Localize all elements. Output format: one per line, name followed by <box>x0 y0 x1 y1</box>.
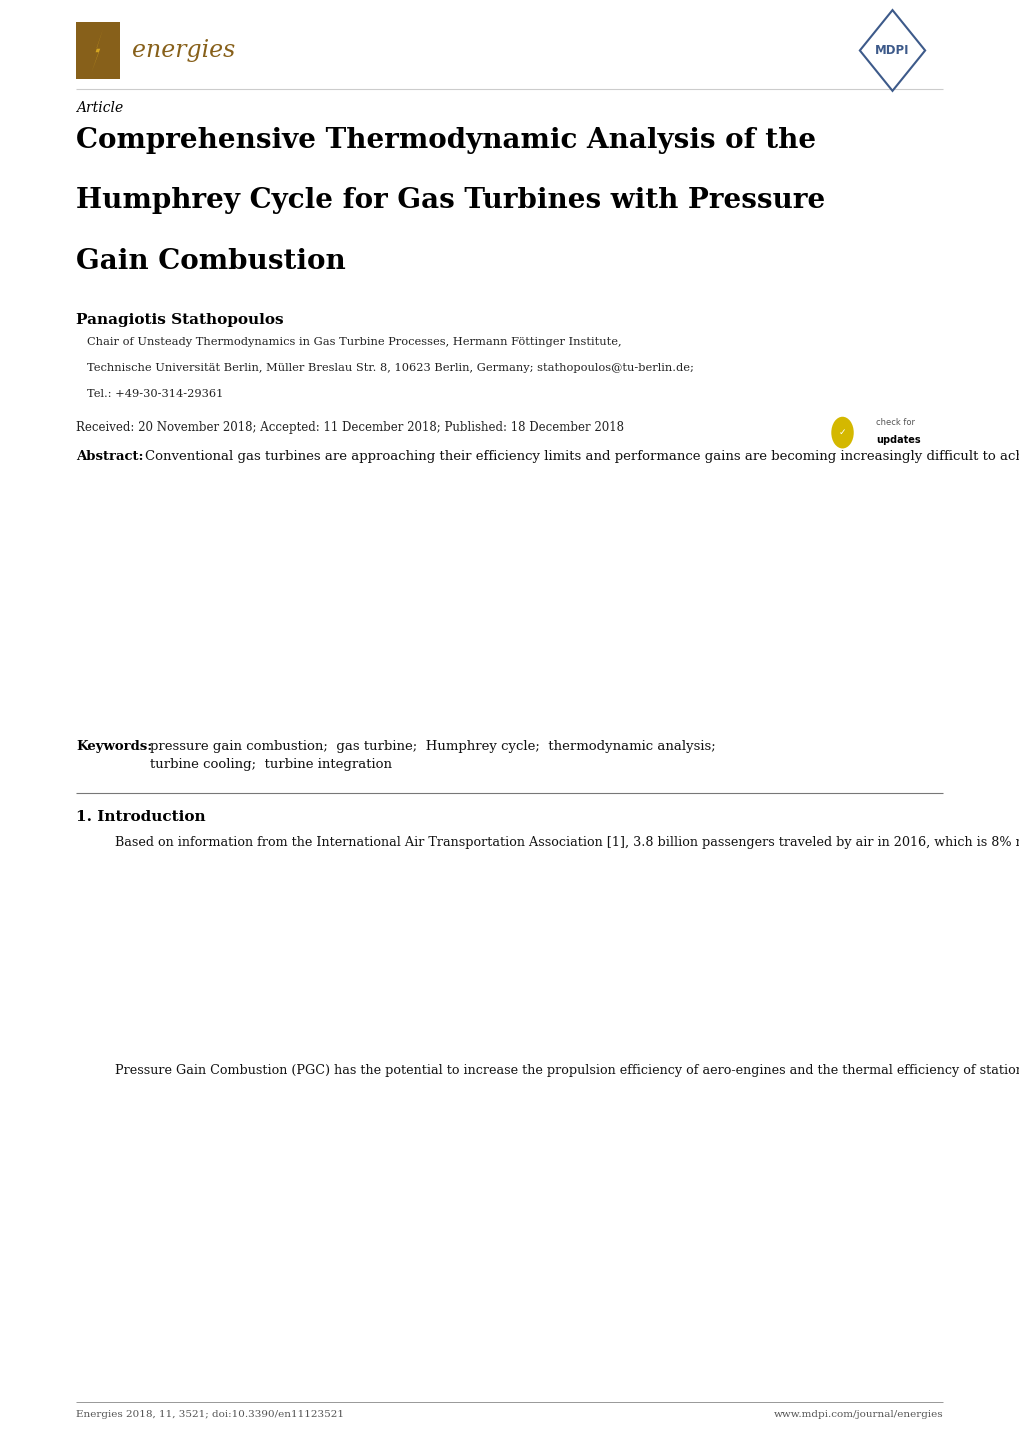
Text: Abstract:: Abstract: <box>76 450 144 463</box>
Text: Chair of Unsteady Thermodynamics in Gas Turbine Processes, Hermann Föttinger Ins: Chair of Unsteady Thermodynamics in Gas … <box>87 337 621 348</box>
Text: check for: check for <box>875 418 914 427</box>
Text: ✓: ✓ <box>838 428 846 437</box>
Polygon shape <box>92 29 103 72</box>
Text: Article: Article <box>76 101 123 115</box>
Text: Keywords:: Keywords: <box>76 740 153 753</box>
Text: Energies 2018, 11, 3521; doi:10.3390/en11123521: Energies 2018, 11, 3521; doi:10.3390/en1… <box>76 1410 344 1419</box>
Text: pressure gain combustion;  gas turbine;  Humphrey cycle;  thermodynamic analysis: pressure gain combustion; gas turbine; H… <box>150 740 715 770</box>
Text: MDPI: MDPI <box>874 43 909 58</box>
Text: Comprehensive Thermodynamic Analysis of the: Comprehensive Thermodynamic Analysis of … <box>76 127 816 154</box>
Text: 1. Introduction: 1. Introduction <box>76 810 206 825</box>
Text: Received: 20 November 2018; Accepted: 11 December 2018; Published: 18 December 2: Received: 20 November 2018; Accepted: 11… <box>76 421 624 434</box>
Text: Based on information from the International Air Transportation Association [1], : Based on information from the Internatio… <box>115 836 1019 849</box>
Bar <box>76 22 119 79</box>
Text: Humphrey Cycle for Gas Turbines with Pressure: Humphrey Cycle for Gas Turbines with Pre… <box>76 187 825 215</box>
Text: Gain Combustion: Gain Combustion <box>76 248 345 275</box>
Text: updates: updates <box>875 435 920 444</box>
Text: Conventional gas turbines are approaching their efficiency limits and performanc: Conventional gas turbines are approachin… <box>145 450 1019 463</box>
Circle shape <box>830 417 853 448</box>
Text: Tel.: +49-30-314-29361: Tel.: +49-30-314-29361 <box>87 389 223 399</box>
Text: www.mdpi.com/journal/energies: www.mdpi.com/journal/energies <box>773 1410 943 1419</box>
Text: energies: energies <box>131 39 235 62</box>
Text: Pressure Gain Combustion (PGC) has the potential to increase the propulsion effi: Pressure Gain Combustion (PGC) has the p… <box>115 1064 1019 1077</box>
Text: Technische Universität Berlin, Müller Breslau Str. 8, 10623 Berlin, Germany; sta: Technische Universität Berlin, Müller Br… <box>87 363 693 373</box>
Text: Panagiotis Stathopoulos: Panagiotis Stathopoulos <box>76 313 284 327</box>
